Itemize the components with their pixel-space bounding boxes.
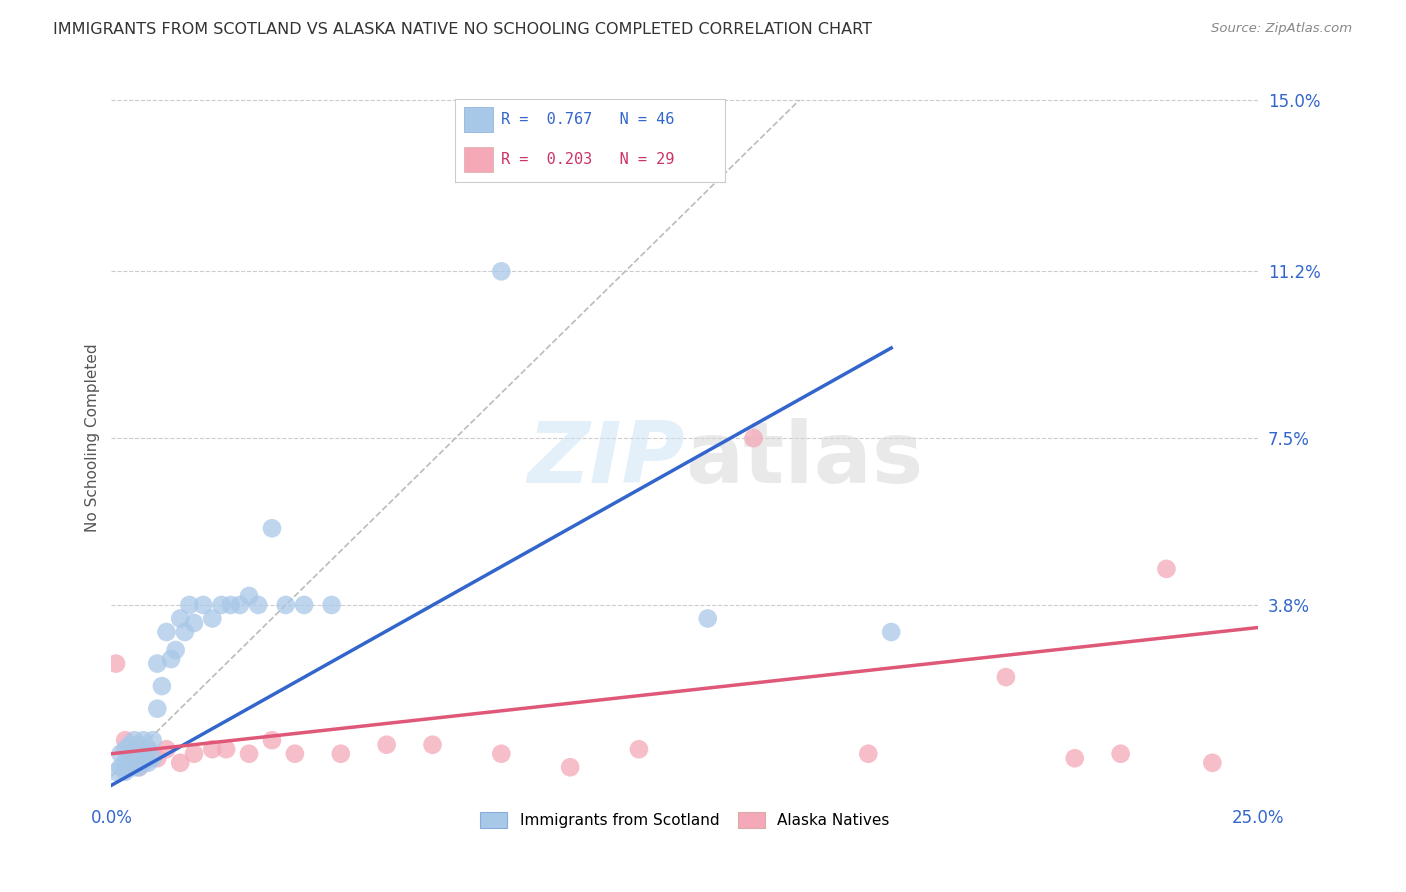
Point xyxy=(229,598,252,612)
Point xyxy=(124,760,146,774)
Point xyxy=(880,625,903,640)
Point xyxy=(150,679,173,693)
Point xyxy=(132,751,155,765)
Point xyxy=(132,747,155,761)
Point xyxy=(491,747,513,761)
Point xyxy=(124,747,146,761)
Point xyxy=(146,657,169,671)
Point xyxy=(260,521,283,535)
Point xyxy=(260,733,283,747)
Y-axis label: No Schooling Completed: No Schooling Completed xyxy=(86,343,100,533)
Point xyxy=(696,611,718,625)
Point xyxy=(124,756,146,770)
Point xyxy=(1109,747,1132,761)
Point xyxy=(375,738,398,752)
Point xyxy=(321,598,343,612)
Point xyxy=(858,747,880,761)
Point xyxy=(160,652,183,666)
Point xyxy=(136,756,159,770)
Point xyxy=(1201,756,1223,770)
Point xyxy=(201,611,224,625)
Point xyxy=(491,264,513,278)
Point xyxy=(118,747,141,761)
Point xyxy=(146,701,169,715)
Point xyxy=(284,747,307,761)
Point xyxy=(1063,751,1085,765)
Point xyxy=(274,598,297,612)
Point xyxy=(422,738,444,752)
Point xyxy=(114,764,136,779)
Point xyxy=(238,589,260,603)
Point xyxy=(627,742,650,756)
Point xyxy=(247,598,270,612)
Point xyxy=(132,756,155,770)
Point xyxy=(155,742,177,756)
Point xyxy=(124,733,146,747)
Point xyxy=(110,747,132,761)
Point xyxy=(136,742,159,756)
Point xyxy=(201,742,224,756)
Point xyxy=(136,742,159,756)
Point xyxy=(142,751,165,765)
Point xyxy=(128,760,150,774)
Point xyxy=(105,764,128,779)
Point xyxy=(1156,562,1178,576)
Text: atlas: atlas xyxy=(685,418,924,501)
Point xyxy=(191,598,214,612)
Point xyxy=(155,625,177,640)
Point xyxy=(142,733,165,747)
Point xyxy=(165,643,187,657)
Point xyxy=(292,598,315,612)
Point xyxy=(118,760,141,774)
Point xyxy=(238,747,260,761)
Point xyxy=(118,738,141,752)
Point xyxy=(105,657,128,671)
Point xyxy=(114,742,136,756)
Point xyxy=(110,760,132,774)
Text: ZIP: ZIP xyxy=(527,418,685,501)
Point xyxy=(118,751,141,765)
Point xyxy=(169,756,191,770)
Text: IMMIGRANTS FROM SCOTLAND VS ALASKA NATIVE NO SCHOOLING COMPLETED CORRELATION CHA: IMMIGRANTS FROM SCOTLAND VS ALASKA NATIV… xyxy=(53,22,873,37)
Point xyxy=(179,598,201,612)
Point xyxy=(128,751,150,765)
Point xyxy=(173,625,195,640)
Point xyxy=(128,760,150,774)
Point xyxy=(169,611,191,625)
Point xyxy=(183,747,205,761)
Point xyxy=(183,615,205,630)
Point xyxy=(114,733,136,747)
Point xyxy=(211,598,233,612)
Legend: Immigrants from Scotland, Alaska Natives: Immigrants from Scotland, Alaska Natives xyxy=(474,806,896,835)
Point xyxy=(215,742,238,756)
Point xyxy=(742,431,765,445)
Point xyxy=(994,670,1017,684)
Point xyxy=(114,756,136,770)
Point xyxy=(146,751,169,765)
Point xyxy=(329,747,352,761)
Point xyxy=(219,598,242,612)
Point xyxy=(132,733,155,747)
Point xyxy=(128,738,150,752)
Point xyxy=(560,760,582,774)
Text: Source: ZipAtlas.com: Source: ZipAtlas.com xyxy=(1212,22,1353,36)
